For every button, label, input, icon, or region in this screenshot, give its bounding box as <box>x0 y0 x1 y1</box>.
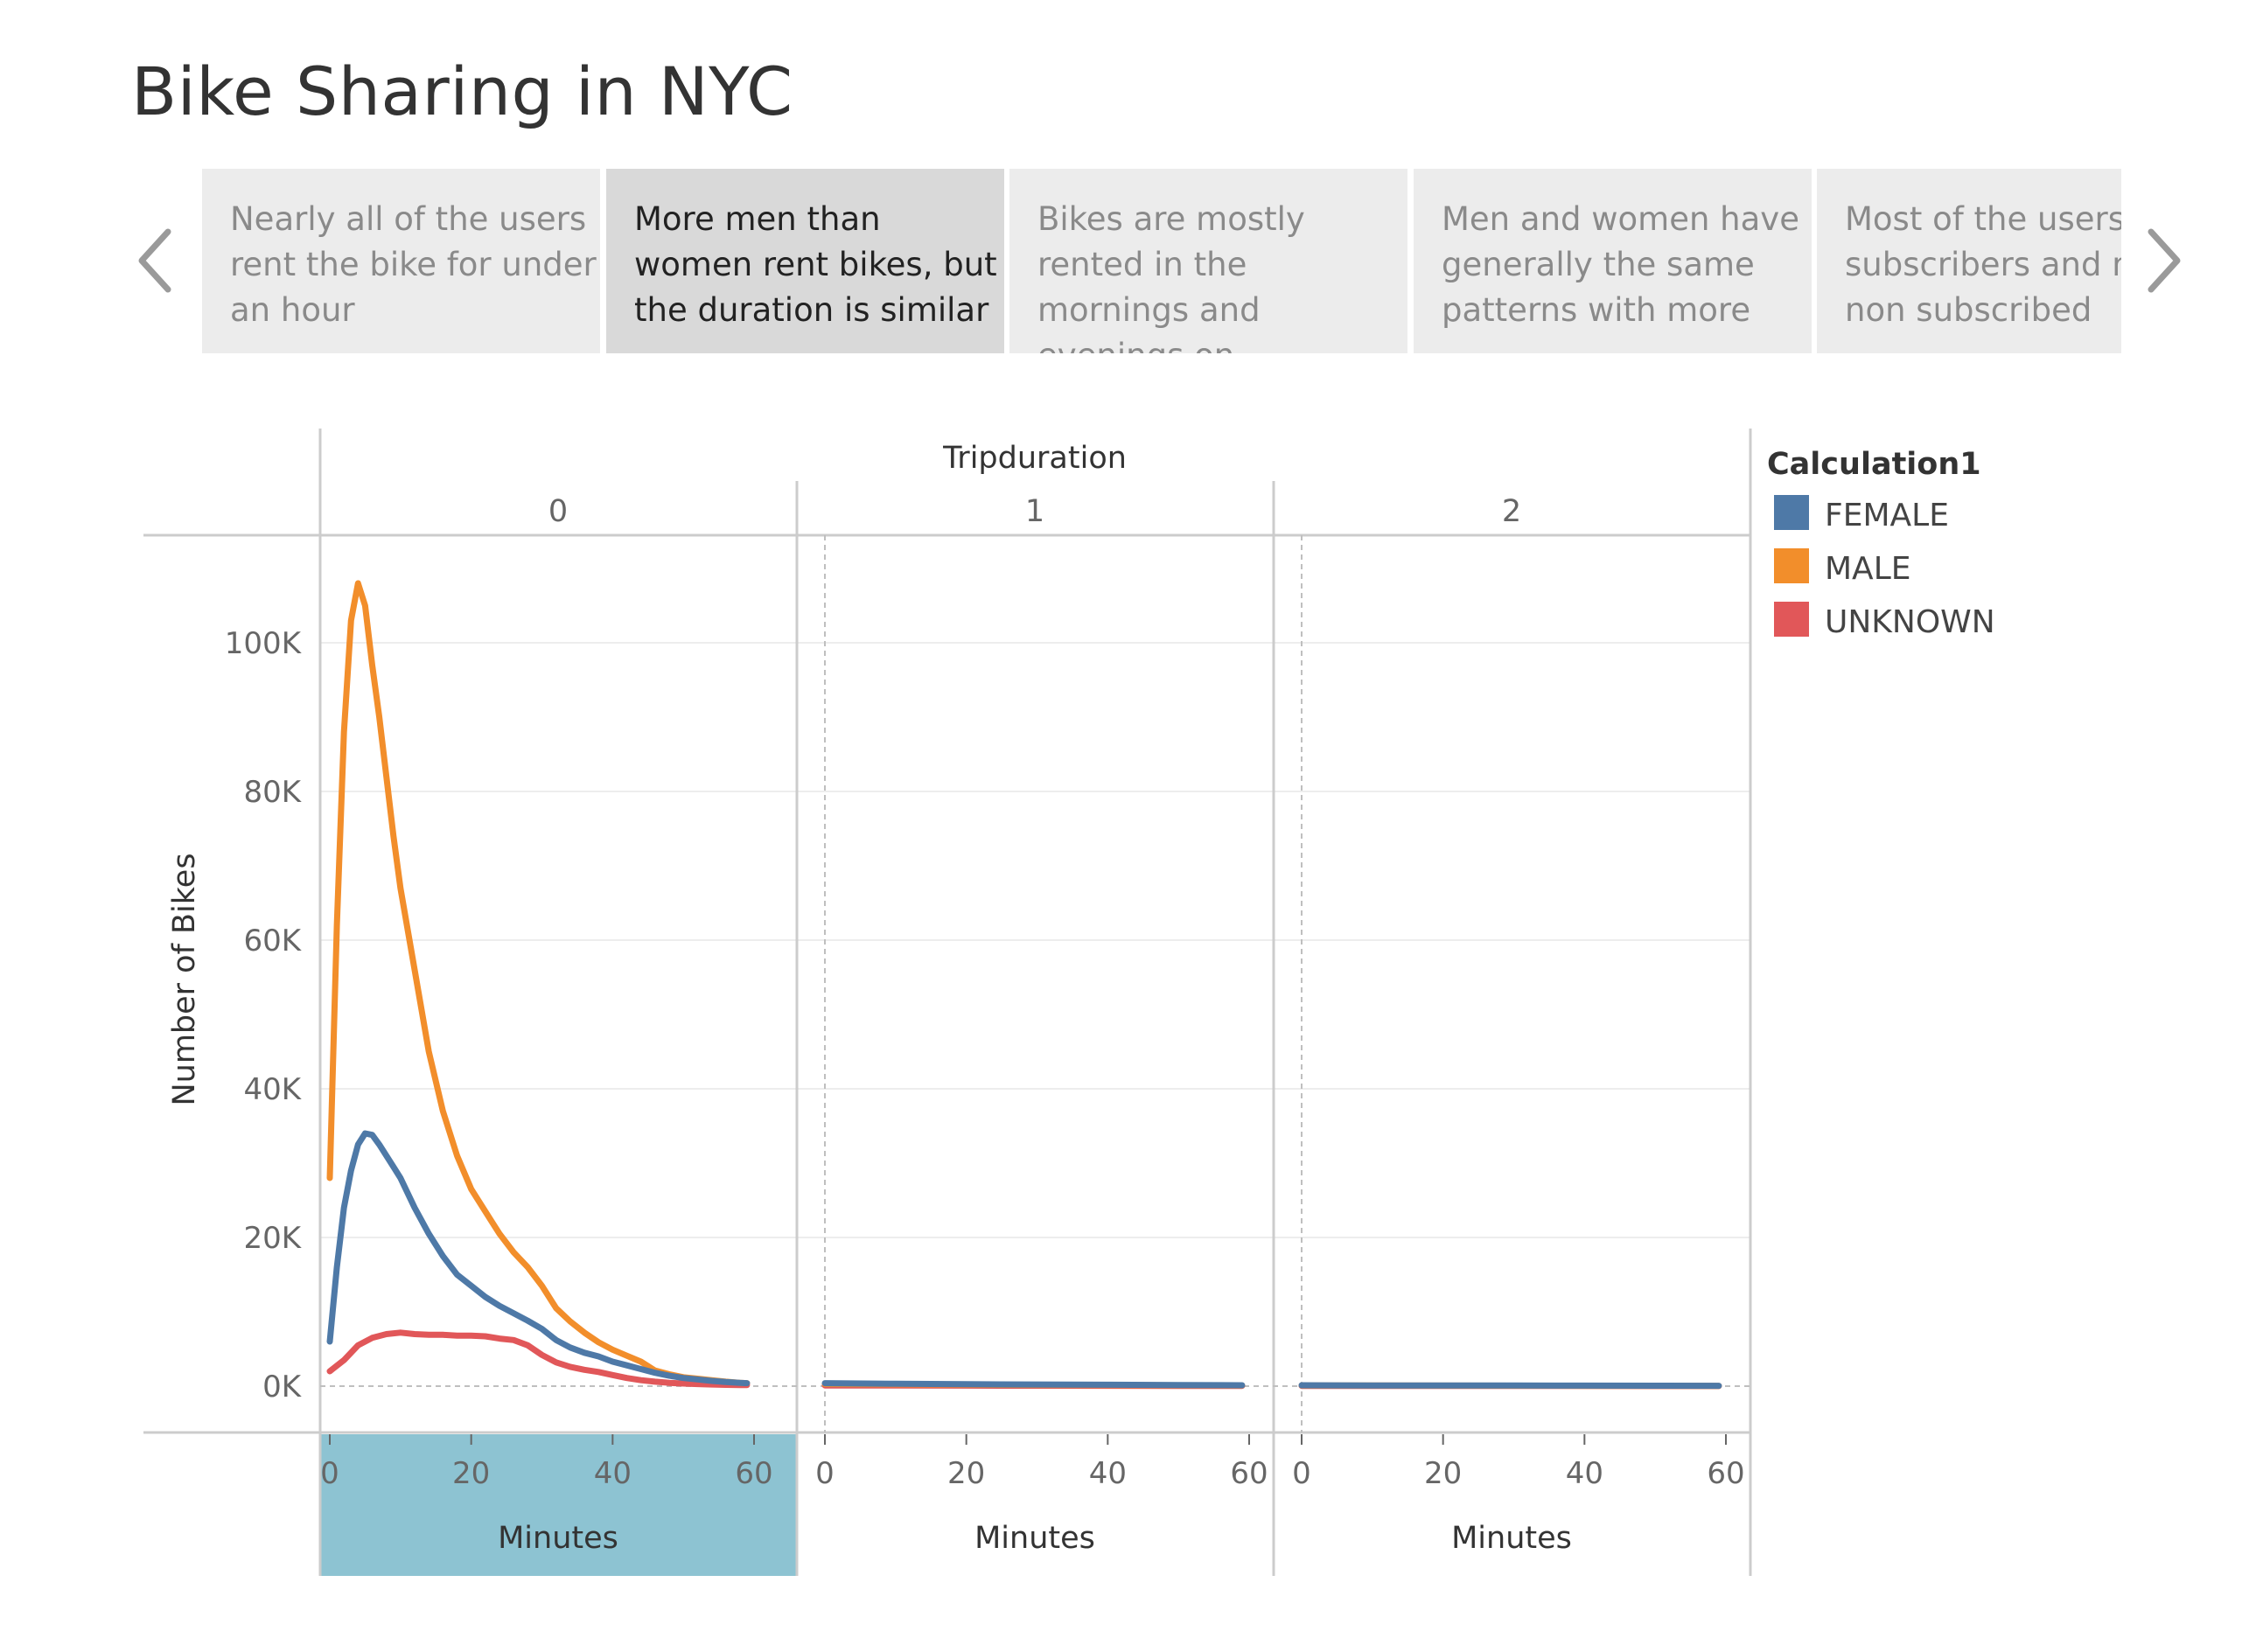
x-tick-label: 0 <box>320 1456 339 1491</box>
x-tick-label: 60 <box>1230 1456 1268 1491</box>
series-line-male-pane-0[interactable] <box>326 580 751 1387</box>
y-tick-label: 60K <box>243 924 302 958</box>
story-point-2[interactable]: More men than women rent bikes, but the … <box>606 169 1004 353</box>
legend: FEMALE MALE UNKNOWN <box>1774 495 1995 640</box>
legend-swatch-female[interactable] <box>1774 495 1809 530</box>
x-tick-label: 0 <box>815 1456 835 1491</box>
legend-swatch-unknown[interactable] <box>1774 602 1809 637</box>
story-point-5[interactable]: Most of the users are subscribers and no… <box>1817 169 2121 353</box>
series-line-female-pane-2[interactable] <box>1298 1382 1722 1390</box>
legend-title: Calculation1 <box>1767 447 1981 482</box>
page-title: Bike Sharing in NYC <box>131 52 793 130</box>
chevron-right-icon <box>2148 228 2181 293</box>
x-axis-title-pane-0: Minutes <box>498 1521 618 1556</box>
y-tick-label: 40K <box>243 1072 302 1107</box>
x-tick-label: 20 <box>947 1456 985 1491</box>
highlighted-pane-axis[interactable] <box>320 1434 797 1576</box>
x-tick-label: 40 <box>1089 1456 1127 1491</box>
story-point-4[interactable]: Men and women have generally the same pa… <box>1414 169 1812 353</box>
y-tick-label: 80K <box>243 775 302 810</box>
x-axis-title-pane-1: Minutes <box>974 1521 1095 1556</box>
series-lines <box>326 580 1722 1390</box>
story-prev-button[interactable] <box>129 221 182 300</box>
y-axis-title: Number of Bikes <box>167 853 202 1105</box>
legend-swatch-male[interactable] <box>1774 548 1809 583</box>
legend-label-female[interactable]: FEMALE <box>1825 498 1949 533</box>
story-point-text: More men than women rent bikes, but the … <box>634 200 997 329</box>
legend-label-unknown[interactable]: UNKNOWN <box>1825 604 1995 640</box>
y-tick-label: 20K <box>243 1221 302 1256</box>
x-tick-label: 60 <box>735 1456 772 1491</box>
pane-header-1: 1 <box>1025 494 1044 529</box>
story-next-button[interactable] <box>2137 221 2190 300</box>
gridlines <box>320 642 1750 1238</box>
y-tick-label: 0K <box>262 1370 303 1405</box>
pane-header-2: 2 <box>1502 494 1521 529</box>
x-tick-label: 60 <box>1707 1456 1744 1491</box>
story-point-text: Nearly all of the users rent the bike fo… <box>230 200 597 329</box>
story-navigator: Nearly all of the users rent the bike fo… <box>202 169 2121 353</box>
zero-reference-lines <box>320 535 1750 1432</box>
chevron-left-icon <box>138 228 171 293</box>
y-axis-ticks: 0K 20K 40K 60K 80K 100K <box>225 626 303 1405</box>
story-point-text: Most of the users are subscribers and no… <box>1845 200 2121 329</box>
story-point-text: Men and women have generally the same pa… <box>1442 200 1799 329</box>
pane-header-0: 0 <box>548 494 568 529</box>
x-tick-label: 40 <box>594 1456 632 1491</box>
story-point-text: Bikes are mostly rented in the mornings … <box>1037 200 1305 353</box>
x-axis-title-pane-2: Minutes <box>1451 1521 1572 1556</box>
story-point-1[interactable]: Nearly all of the users rent the bike fo… <box>202 169 600 353</box>
x-tick-label: 20 <box>1424 1456 1462 1491</box>
series-line-unknown-pane-0[interactable] <box>326 1329 751 1389</box>
series-line-female-pane-1[interactable] <box>821 1380 1246 1389</box>
x-axis-ticks: 0 20 40 60 0 20 40 60 0 20 40 60 <box>320 1434 1745 1491</box>
chart-frame <box>143 429 1752 1576</box>
legend-label-male[interactable]: MALE <box>1825 551 1911 587</box>
x-tick-label: 0 <box>1292 1456 1311 1491</box>
y-tick-label: 100K <box>225 626 303 661</box>
x-tick-label: 20 <box>452 1456 490 1491</box>
series-line-female-pane-0[interactable] <box>326 1130 751 1387</box>
column-header-title: Tripduration <box>942 441 1127 476</box>
story-point-3[interactable]: Bikes are mostly rented in the mornings … <box>1009 169 1407 353</box>
x-tick-label: 40 <box>1566 1456 1603 1491</box>
